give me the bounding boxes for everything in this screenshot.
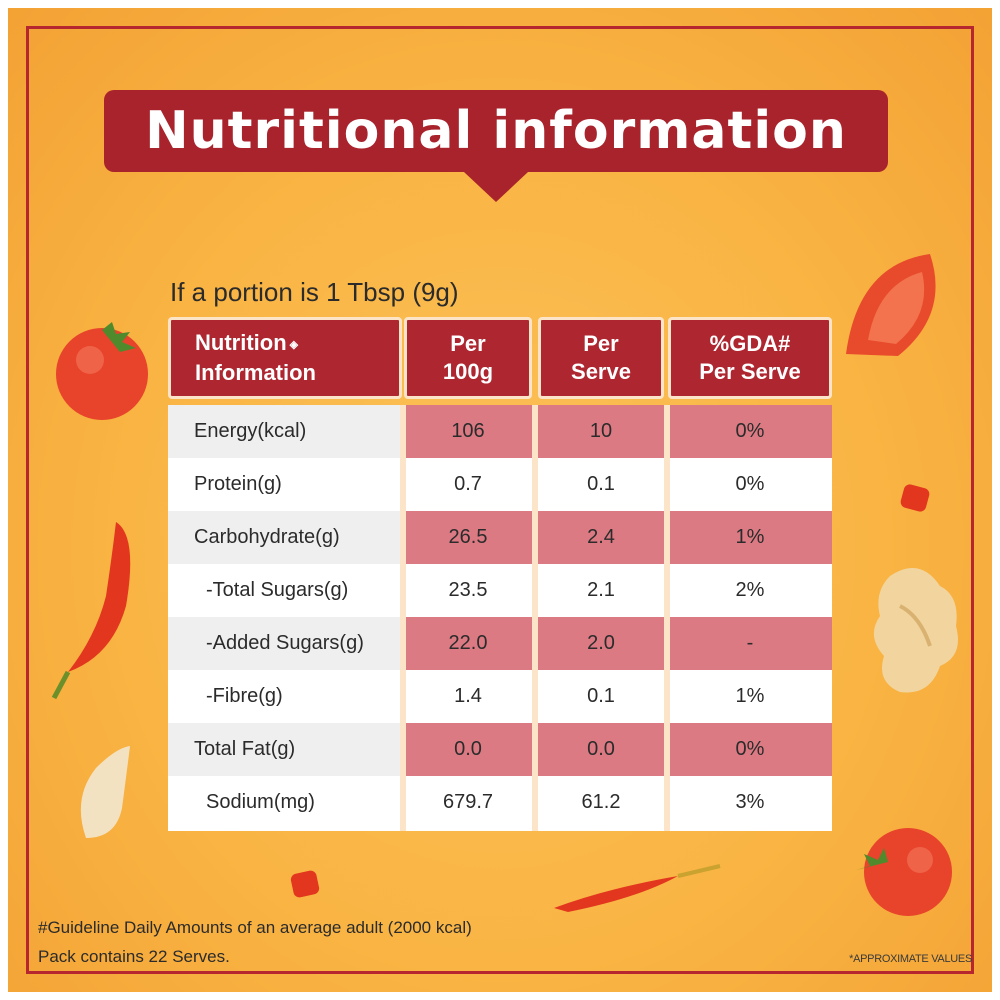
- diamond-icon: ◈: [289, 338, 299, 351]
- portion-size-text: If a portion is 1 Tbsp (9g): [170, 277, 459, 307]
- column-divider: [664, 405, 670, 831]
- table-row: -Added Sugars(g) 22.0 2.0 -: [168, 617, 832, 670]
- tomato-icon: [856, 828, 952, 916]
- ginger-icon: [873, 568, 958, 693]
- header-gda-per-serve: %GDA# Per Serve: [668, 317, 832, 399]
- page-title: Nutritional information: [145, 101, 847, 161]
- table-body: Energy(kcal) 106 10 0% Protein(g) 0.7 0.…: [168, 405, 832, 831]
- table-row: -Fibre(g) 1.4 0.1 1%: [206, 685, 765, 707]
- chili-icon: [51, 522, 131, 700]
- table-row: Carbohydrate(g) 26.5 2.4 1%: [168, 511, 832, 564]
- table-header-row: Nutrition ◈ Information Per 100g Per Serve …: [168, 317, 832, 399]
- header-per-serve: Per Serve: [538, 317, 664, 399]
- table-row: Total Fat(g) 0.0 0.0 0%: [168, 723, 832, 776]
- column-divider: [400, 405, 406, 831]
- tomato-icon: [56, 322, 148, 420]
- chili-piece-icon: [900, 484, 930, 512]
- chili-icon: [554, 864, 721, 912]
- table-row: Sodium(mg) 679.7 61.2 3%: [206, 791, 765, 813]
- column-divider: [532, 405, 538, 831]
- table-row: Energy(kcal) 106 10 0%: [168, 405, 832, 458]
- header-nutrition-information: Nutrition ◈ Information: [168, 317, 402, 399]
- header-per-100g: Per 100g: [404, 317, 532, 399]
- gda-footnote: #Guideline Daily Amounts of an average a…: [38, 918, 472, 937]
- pack-serves-note: Pack contains 22 Serves.: [38, 947, 230, 966]
- title-banner: Nutritional information: [104, 90, 888, 202]
- nutrition-table: Nutrition ◈ Information Per 100g Per Serve …: [168, 317, 832, 831]
- table-row: Protein(g) 0.7 0.1 0%: [194, 473, 765, 495]
- garlic-clove-icon: [80, 746, 130, 838]
- chili-piece-icon: [290, 870, 320, 898]
- table-row: -Total Sugars(g) 23.5 2.1 2%: [206, 579, 765, 601]
- tomato-slice-icon: [846, 254, 936, 356]
- approximate-values-note: *APPROXIMATE VALUES: [849, 953, 972, 965]
